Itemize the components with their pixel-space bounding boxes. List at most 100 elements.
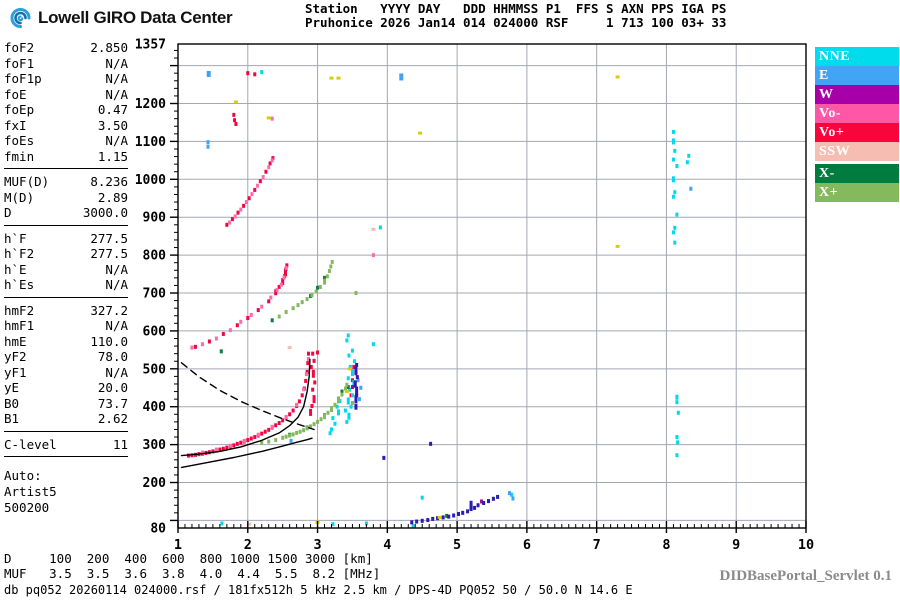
scatter-point-x- xyxy=(314,289,318,294)
scatter-point-vo- xyxy=(225,222,229,227)
scatter-point-x- xyxy=(343,386,347,391)
scatter-point-oblique-dark xyxy=(452,513,456,518)
scatter-point-nne xyxy=(345,419,349,424)
param-label: hmF1 xyxy=(4,318,35,333)
param-label: yF2 xyxy=(4,349,27,364)
scatter-point-e xyxy=(399,73,404,81)
y-tick-label: 200 xyxy=(143,476,167,491)
scatter-point-vo- xyxy=(207,339,211,344)
legend-item-x: X- xyxy=(815,164,899,183)
scatter-point-e xyxy=(689,186,693,191)
scatter-point-x- xyxy=(296,303,300,308)
param-label: hmE xyxy=(4,333,27,349)
scatter-point-nne xyxy=(350,369,354,377)
x-tick-label: 5 xyxy=(453,537,461,553)
scatter-point-vo- xyxy=(285,263,289,268)
scatter-point-nne xyxy=(675,435,679,440)
scatter-point-vo- xyxy=(271,156,275,161)
scatter-point-vo- xyxy=(232,112,236,117)
scatter-point-vo- xyxy=(261,175,265,180)
param-mufd: MUF(D) 8.236 xyxy=(4,174,128,190)
legend-item-nne: NNE xyxy=(815,47,899,66)
param-foep: foEp 0.47 xyxy=(4,102,128,118)
scatter-point-x- xyxy=(329,264,333,269)
scatter-point-ssw xyxy=(371,227,376,231)
scatter-point-oblique-dark xyxy=(457,511,461,516)
scatter-point-oblique-dark xyxy=(473,505,477,510)
scatter-point-vo- xyxy=(267,427,271,432)
scatter-point-vo- xyxy=(218,447,222,452)
scatter-point-vo- xyxy=(239,207,243,212)
scatter-point-nne xyxy=(675,164,679,169)
param-hmf2: hmF2 327.2 xyxy=(4,303,128,319)
scatter-point-vo- xyxy=(246,316,250,321)
param-b0: B0 73.7 xyxy=(4,396,128,412)
scatter-point-vo- xyxy=(269,295,273,300)
scatter-point-vo- xyxy=(291,408,295,413)
param-label: M(D) xyxy=(4,189,35,205)
scatter-point-nne xyxy=(673,190,677,195)
param-group-3: hmF2 327.2 hmF1 N/A hmE 110.0 yF2 78.0 yF1 N/A yE 2… xyxy=(4,303,128,432)
param-fxi: fxI 3.50 xyxy=(4,118,128,134)
scatter-point-vo- xyxy=(236,210,240,215)
scatter-point-vo- xyxy=(256,432,260,437)
param-foes: foEs N/A xyxy=(4,133,128,149)
scatter-point-vo- xyxy=(247,196,251,201)
curve-true-height-profile xyxy=(180,437,313,469)
muf-table: D 100 200 400 600 800 1000 1500 3000 [km… xyxy=(4,551,381,581)
scatter-point-nne xyxy=(347,412,351,420)
param-d: D 3000.0 xyxy=(4,205,128,221)
param-value: 3000.0 xyxy=(82,205,128,220)
scatter-point-vo- xyxy=(244,200,248,205)
scatter-point-vo- xyxy=(281,278,285,286)
legend-item-w: W xyxy=(815,85,899,104)
autoscaling-info: Auto: Artist5 500200 xyxy=(4,468,57,515)
scatter-point-e xyxy=(206,70,211,77)
scatter-point-vo- xyxy=(233,118,237,123)
legend-item-vo: Vo+ xyxy=(815,123,899,142)
param-label: B0 xyxy=(4,395,20,411)
scatter-point-x- xyxy=(316,285,320,290)
scatter-point-nne xyxy=(331,416,335,421)
param-fof2: foF2 2.850 xyxy=(4,40,128,56)
scatter-point-vo- xyxy=(304,372,308,377)
scatter-point-nne xyxy=(671,176,675,183)
scatter-point-x- xyxy=(323,275,327,280)
auto-lines: Artist5 500200 xyxy=(4,484,57,516)
x-tick-label: 4 xyxy=(383,537,391,553)
x-tick-label: 9 xyxy=(732,537,740,553)
scatter-point-x- xyxy=(260,440,264,445)
scatter-point-weak-echo xyxy=(266,116,271,120)
scatter-point-e xyxy=(356,378,360,383)
param-label: yF1 xyxy=(4,364,27,380)
scatter-point-x- xyxy=(305,426,309,431)
param-value: 2.850 xyxy=(90,40,128,55)
station-header-line1: Station YYYY DAY DDD HHMMSS P1 FFS S AXN… xyxy=(305,1,727,16)
scatter-point-weak-echo xyxy=(615,75,620,79)
scatter-point-oblique-dark xyxy=(476,503,480,508)
scatter-point-nne xyxy=(673,148,677,153)
x-tick-label: 7 xyxy=(593,537,601,553)
scatter-point-oblique-dark xyxy=(491,496,495,501)
scatter-point-vo- xyxy=(277,421,281,426)
param-value: 277.5 xyxy=(90,246,128,261)
scatter-point-vo- xyxy=(268,161,272,166)
auto-title: Auto: xyxy=(4,468,42,483)
param-value: 8.236 xyxy=(90,174,128,189)
scatter-point-oblique-dark xyxy=(415,519,419,524)
param-value: 327.2 xyxy=(90,302,128,318)
param-clevel: C-level 11 xyxy=(4,437,128,453)
scatter-point-nne xyxy=(687,153,691,158)
curve-transmission-curve xyxy=(180,362,315,431)
scatter-point-vo- xyxy=(228,328,232,333)
scatter-point-vo- xyxy=(309,364,313,369)
x-tick-label: 3 xyxy=(313,537,321,553)
param-label: foF2 xyxy=(4,40,35,55)
parameter-panel: foF2 2.850 foF1 N/A foF1p N/A foE N/A foEp 0.47 fx… xyxy=(4,40,128,462)
scatter-point-vo- xyxy=(233,214,237,219)
scatter-point-nne xyxy=(260,70,264,75)
scatter-point-oblique-dark xyxy=(441,515,445,520)
scatter-point-nne xyxy=(675,453,679,458)
scatter-point-vo- xyxy=(200,342,204,347)
